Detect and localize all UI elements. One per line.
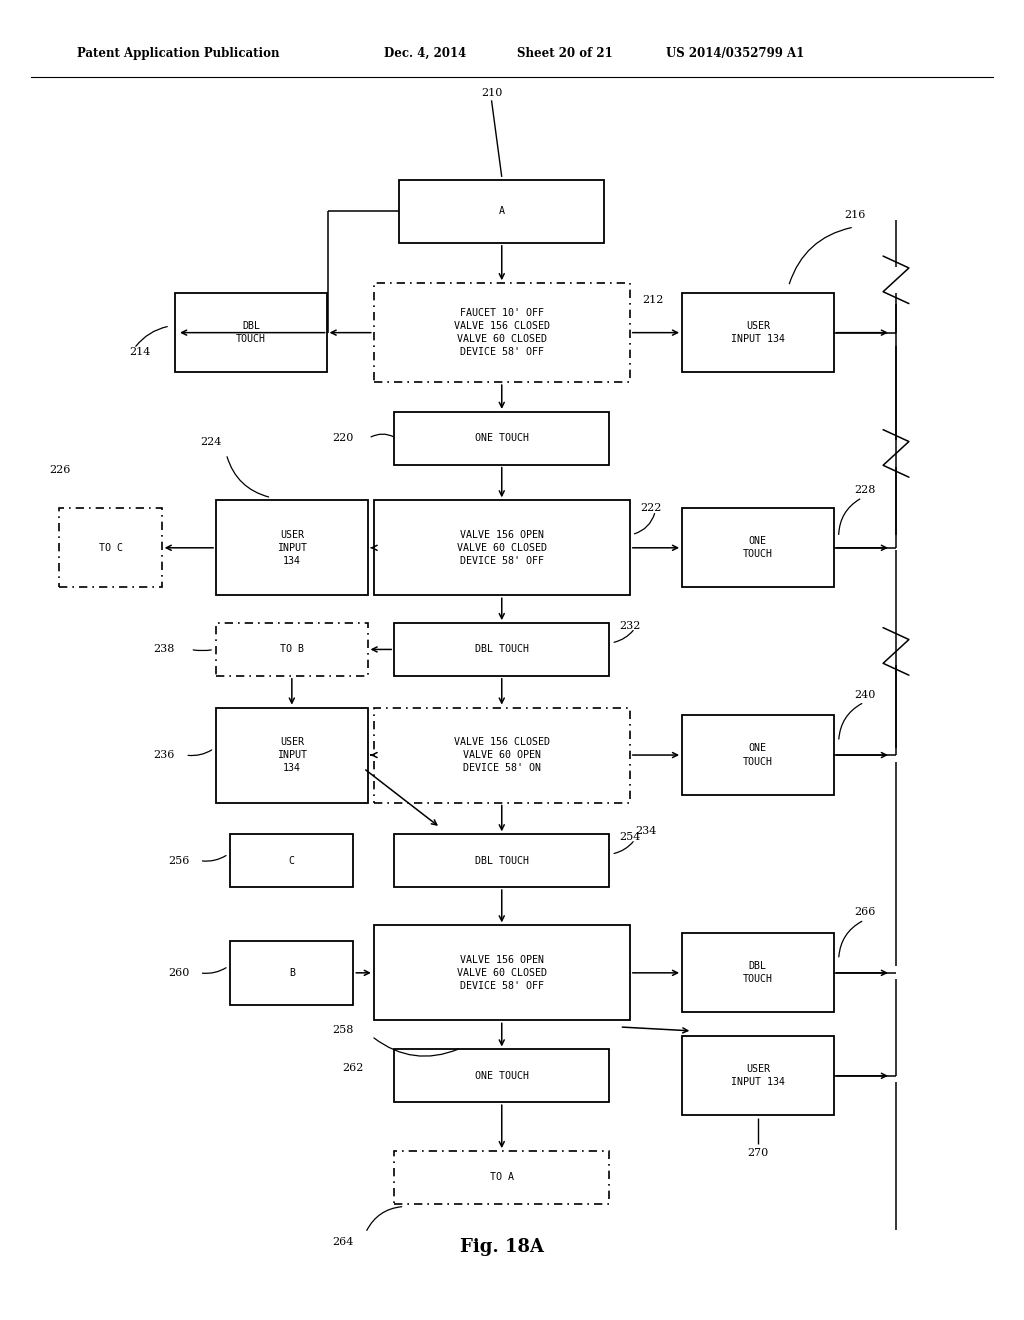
- Text: TO B: TO B: [280, 644, 304, 655]
- Bar: [230, 834, 353, 887]
- Text: ONE
TOUCH: ONE TOUCH: [742, 536, 773, 560]
- Text: 240: 240: [854, 689, 876, 700]
- Text: 264: 264: [332, 1237, 353, 1247]
- Text: VALVE 156 OPEN
VALVE 60 CLOSED
DEVICE 58' OFF: VALVE 156 OPEN VALVE 60 CLOSED DEVICE 58…: [457, 529, 547, 566]
- Text: 226: 226: [49, 465, 71, 475]
- Text: Patent Application Publication: Patent Application Publication: [77, 46, 280, 59]
- Text: US 2014/0352799 A1: US 2014/0352799 A1: [666, 46, 804, 59]
- Bar: [394, 1049, 609, 1102]
- Bar: [682, 293, 834, 372]
- Text: 224: 224: [201, 437, 221, 447]
- Text: Dec. 4, 2014: Dec. 4, 2014: [384, 46, 466, 59]
- Bar: [682, 933, 834, 1012]
- Bar: [682, 1036, 834, 1115]
- Text: VALVE 156 CLOSED
VALVE 60 OPEN
DEVICE 58' ON: VALVE 156 CLOSED VALVE 60 OPEN DEVICE 58…: [454, 737, 550, 774]
- Bar: [59, 508, 162, 587]
- Bar: [230, 941, 353, 1005]
- Bar: [394, 834, 609, 887]
- Text: 214: 214: [129, 347, 151, 358]
- Text: USER
INPUT 134: USER INPUT 134: [731, 1064, 784, 1088]
- Bar: [394, 623, 609, 676]
- Text: 216: 216: [844, 210, 865, 220]
- Text: 256: 256: [168, 855, 189, 866]
- Text: USER
INPUT 134: USER INPUT 134: [731, 321, 784, 345]
- Bar: [374, 925, 630, 1020]
- Text: A: A: [499, 206, 505, 216]
- Text: 220: 220: [332, 433, 353, 444]
- Text: 258: 258: [332, 1024, 353, 1035]
- Text: DBL
TOUCH: DBL TOUCH: [236, 321, 266, 345]
- Text: 236: 236: [154, 750, 175, 760]
- Bar: [394, 1151, 609, 1204]
- Text: 234: 234: [635, 826, 656, 837]
- Text: FAUCET 10' OFF
VALVE 156 CLOSED
VALVE 60 CLOSED
DEVICE 58' OFF: FAUCET 10' OFF VALVE 156 CLOSED VALVE 60…: [454, 308, 550, 358]
- Bar: [374, 708, 630, 803]
- Bar: [216, 708, 368, 803]
- Text: 210: 210: [481, 87, 502, 98]
- Bar: [374, 284, 630, 383]
- Text: DBL TOUCH: DBL TOUCH: [475, 644, 528, 655]
- Text: 232: 232: [620, 620, 641, 631]
- Text: 260: 260: [168, 968, 189, 978]
- Text: USER
INPUT
134: USER INPUT 134: [276, 737, 307, 774]
- Text: 262: 262: [342, 1063, 364, 1073]
- Text: Fig. 18A: Fig. 18A: [460, 1238, 544, 1257]
- Text: 222: 222: [640, 503, 662, 513]
- Text: TO C: TO C: [98, 543, 123, 553]
- Text: DBL
TOUCH: DBL TOUCH: [742, 961, 773, 985]
- Bar: [394, 412, 609, 465]
- Text: 238: 238: [154, 644, 175, 655]
- Bar: [175, 293, 327, 372]
- Text: ONE TOUCH: ONE TOUCH: [475, 1071, 528, 1081]
- Text: 266: 266: [854, 907, 876, 917]
- Text: B: B: [289, 968, 295, 978]
- Bar: [216, 623, 368, 676]
- Text: ONE TOUCH: ONE TOUCH: [475, 433, 528, 444]
- Text: 212: 212: [642, 294, 664, 305]
- Bar: [682, 508, 834, 587]
- Text: 254: 254: [620, 832, 641, 842]
- Bar: [216, 500, 368, 595]
- Text: 270: 270: [748, 1148, 768, 1159]
- Text: ONE
TOUCH: ONE TOUCH: [742, 743, 773, 767]
- Text: C: C: [289, 855, 295, 866]
- Text: 228: 228: [854, 484, 876, 495]
- Bar: [682, 715, 834, 795]
- Text: Sheet 20 of 21: Sheet 20 of 21: [517, 46, 613, 59]
- Text: DBL TOUCH: DBL TOUCH: [475, 855, 528, 866]
- Text: TO A: TO A: [489, 1172, 514, 1183]
- Text: VALVE 156 OPEN
VALVE 60 CLOSED
DEVICE 58' OFF: VALVE 156 OPEN VALVE 60 CLOSED DEVICE 58…: [457, 954, 547, 991]
- Bar: [399, 180, 604, 243]
- Text: USER
INPUT
134: USER INPUT 134: [276, 529, 307, 566]
- Bar: [374, 500, 630, 595]
